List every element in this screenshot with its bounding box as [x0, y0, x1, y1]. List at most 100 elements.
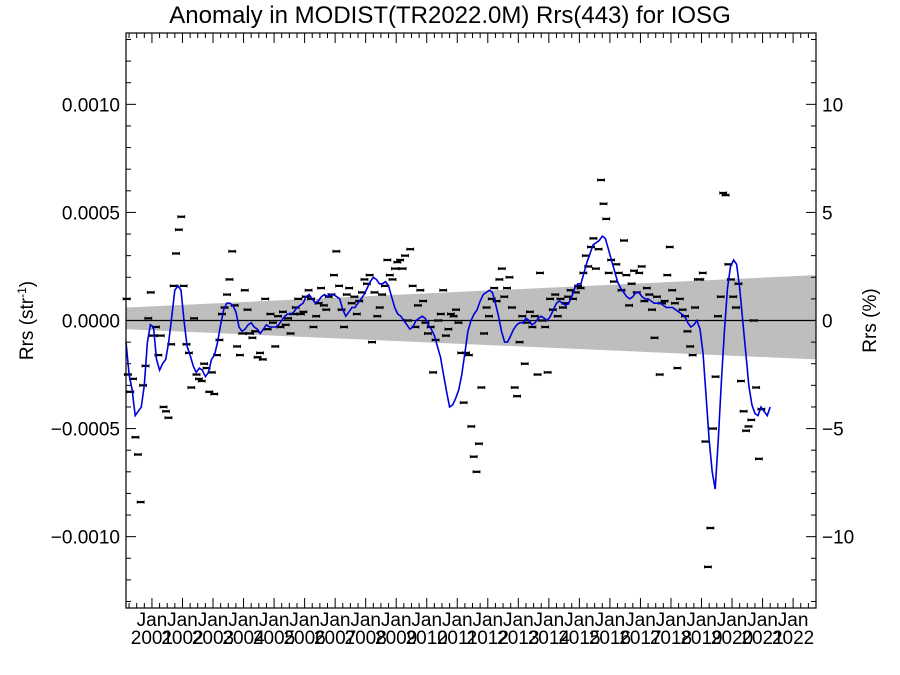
data-point — [495, 277, 504, 282]
data-point — [375, 305, 384, 310]
data-point — [281, 323, 290, 327]
data-point — [190, 316, 198, 320]
data-point — [225, 277, 234, 282]
data-point — [510, 385, 519, 390]
data-point — [716, 295, 725, 299]
x-tick-month: Jan — [686, 610, 717, 631]
data-point — [442, 334, 450, 338]
data-point — [256, 351, 264, 355]
x-tick-month: Jan — [381, 610, 412, 631]
data-point — [747, 418, 756, 422]
data-point — [258, 357, 267, 362]
data-point — [149, 334, 158, 338]
data-point — [408, 284, 417, 288]
data-point — [709, 426, 718, 431]
data-point — [642, 286, 651, 290]
smoothed-line-layer — [125, 235, 771, 490]
x-tick-month: Jan — [289, 610, 320, 631]
right-axis-ticks: 10 5 0 −5 −10 — [806, 38, 854, 603]
data-point — [482, 305, 491, 310]
data-point — [668, 288, 677, 292]
data-point — [162, 409, 170, 413]
data-point — [622, 273, 631, 277]
x-tick-month: Jan — [625, 610, 656, 631]
x-tick-year: 2018 — [650, 628, 692, 649]
data-point — [686, 344, 695, 349]
data-point — [352, 312, 361, 316]
x-tick-year: 2007 — [314, 628, 356, 649]
y-tick-label: −0.0010 — [51, 528, 120, 549]
data-point — [192, 372, 201, 377]
y-axis-label: Rrs (str-1) — [15, 281, 38, 360]
data-point — [683, 329, 692, 333]
x-tick-month: Jan — [259, 610, 290, 631]
data-point — [729, 295, 738, 299]
data-point — [439, 288, 448, 292]
data-point — [436, 312, 445, 316]
data-point — [490, 286, 499, 290]
data-point — [665, 245, 674, 249]
x-tick-month: Jan — [198, 610, 229, 631]
x-tick-month: Jan — [442, 610, 473, 631]
y-tick-label: 0.0005 — [62, 203, 120, 224]
data-point — [304, 288, 313, 292]
data-point — [513, 394, 522, 398]
data-point — [164, 416, 173, 420]
data-point — [322, 308, 331, 312]
data-point — [228, 249, 237, 253]
data-point — [360, 277, 369, 282]
y2-tick-label: −10 — [822, 528, 854, 549]
data-point — [477, 385, 486, 390]
data-point — [248, 336, 257, 340]
y2-tick-label: 0 — [822, 312, 833, 333]
data-point — [398, 267, 407, 271]
data-point — [335, 284, 344, 288]
data-point — [312, 314, 321, 318]
data-point — [274, 314, 282, 318]
data-point — [620, 238, 628, 243]
x-tick-year: 2001 — [131, 628, 173, 649]
data-point — [187, 385, 196, 390]
data-point — [475, 442, 483, 446]
data-point — [330, 273, 338, 277]
data-point — [701, 439, 710, 444]
data-point — [749, 318, 758, 323]
data-point — [200, 362, 209, 366]
uncertainty-band-layer — [126, 275, 816, 360]
data-point — [378, 292, 387, 297]
data-point — [645, 292, 654, 297]
left-axis-ticks: 0.0010 0.0005 0.0000 −0.0005 −0.0010 — [51, 38, 136, 603]
x-tick-year: 2019 — [680, 628, 722, 649]
data-point — [635, 271, 644, 275]
data-point — [469, 455, 478, 459]
data-point — [169, 284, 178, 288]
data-point — [688, 353, 697, 357]
x-tick-month: Jan — [350, 610, 381, 631]
chart-title: Anomaly in MODIST(TR2022.0M) Rrs(443) fo… — [169, 2, 731, 29]
data-point — [653, 295, 661, 299]
data-point — [704, 565, 712, 569]
data-point — [736, 379, 745, 383]
data-points-layer — [122, 178, 766, 569]
data-point — [696, 277, 705, 282]
data-point — [179, 284, 188, 288]
x-tick-year: 2011 — [437, 628, 478, 649]
x-tick-year: 2014 — [528, 628, 571, 649]
data-point — [591, 267, 600, 271]
data-point — [536, 271, 544, 275]
data-point — [385, 273, 394, 277]
x-tick-month: Jan — [534, 610, 565, 631]
data-point — [261, 297, 270, 301]
data-point — [429, 370, 438, 374]
data-point — [406, 247, 415, 251]
x-tick-year: 2012 — [467, 628, 509, 649]
x-tick-month: Jan — [503, 610, 534, 631]
data-point — [319, 303, 328, 307]
data-point — [233, 344, 242, 349]
data-point — [197, 379, 206, 383]
data-point — [134, 452, 142, 457]
data-point — [655, 372, 664, 377]
x-tick-year: 2016 — [589, 628, 631, 649]
data-point — [546, 297, 554, 301]
